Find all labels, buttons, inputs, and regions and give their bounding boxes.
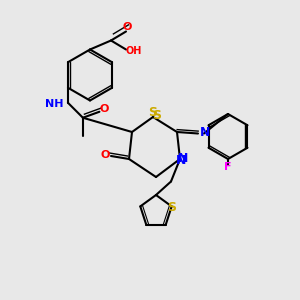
Text: N: N — [176, 154, 187, 167]
Text: O: O — [99, 104, 109, 114]
Text: S: S — [152, 109, 161, 122]
Text: S: S — [167, 201, 176, 214]
Text: S: S — [148, 106, 158, 119]
Text: O: O — [123, 22, 132, 32]
Text: N: N — [200, 126, 210, 140]
Text: OH: OH — [126, 46, 142, 56]
Text: N: N — [178, 152, 188, 166]
Text: F: F — [224, 161, 232, 172]
Text: O: O — [101, 149, 110, 160]
Text: NH: NH — [45, 99, 63, 109]
